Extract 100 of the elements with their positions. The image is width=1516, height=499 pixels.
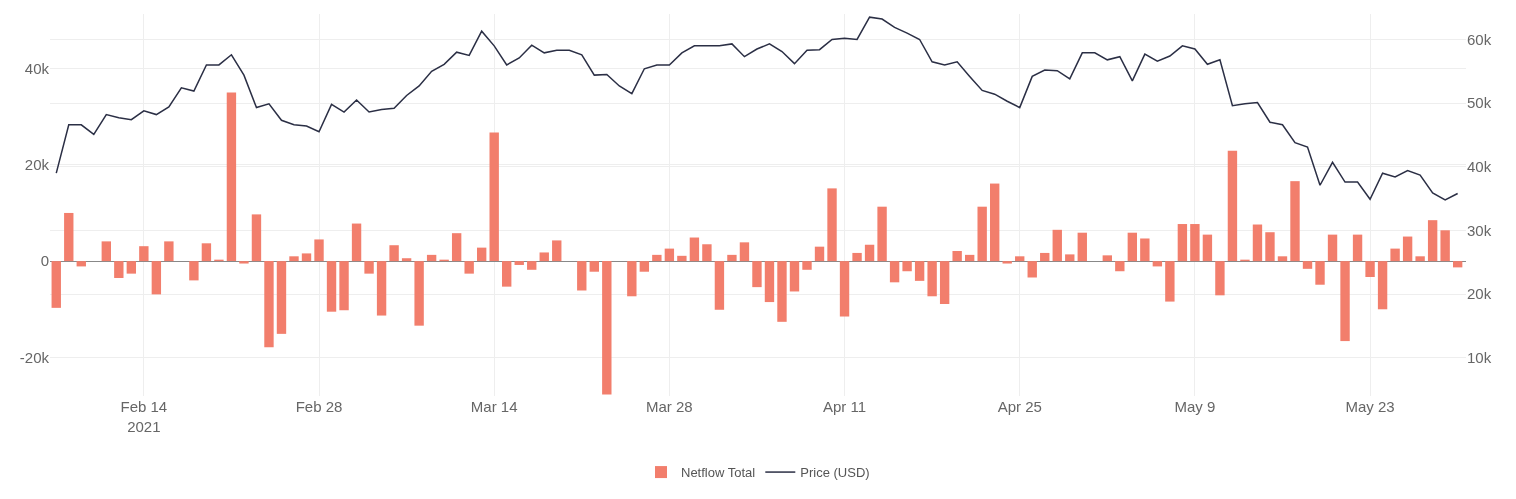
bar	[201, 243, 212, 262]
bar	[539, 252, 549, 262]
bar	[1277, 256, 1288, 262]
bar	[364, 261, 374, 274]
x-tick-label: May 23	[1345, 398, 1395, 415]
bar	[464, 261, 474, 274]
bar	[1077, 232, 1087, 262]
bar	[689, 237, 700, 262]
legend-label: Price (USD)	[800, 465, 870, 481]
bar	[1140, 238, 1150, 262]
x-tick-label: Apr 11	[822, 398, 867, 415]
bar	[1190, 224, 1200, 262]
bar	[1227, 150, 1238, 262]
line-series	[55, 16, 1459, 201]
bar	[652, 254, 662, 262]
y2-tick-label: 60k	[1467, 30, 1492, 48]
bar	[714, 261, 725, 310]
bar	[351, 223, 362, 262]
bar	[276, 261, 287, 334]
bar	[1002, 261, 1012, 264]
bar	[577, 261, 587, 291]
bar	[1415, 256, 1425, 262]
bar	[376, 261, 387, 316]
bar	[389, 245, 399, 262]
bar	[777, 261, 787, 322]
bar	[927, 261, 937, 297]
bar	[51, 261, 61, 308]
legend-label: Netflow Total	[681, 465, 756, 481]
bar	[1015, 256, 1025, 262]
y2-tick-label: 30k	[1467, 221, 1492, 239]
y-tick-label: -20k	[19, 348, 50, 366]
bar	[314, 239, 324, 262]
bar	[752, 261, 762, 288]
bar	[251, 214, 262, 262]
y-tick-label: 20k	[24, 156, 50, 174]
bar	[889, 261, 900, 283]
bar	[451, 233, 462, 262]
bar	[1265, 232, 1275, 262]
bar	[151, 261, 162, 295]
bar	[64, 212, 74, 262]
y2-tick-label: 50k	[1467, 94, 1492, 112]
bar	[1452, 261, 1463, 268]
bar	[239, 261, 249, 264]
bar	[1377, 261, 1388, 310]
bar	[1402, 236, 1413, 262]
bar	[414, 261, 424, 326]
bar	[1102, 255, 1112, 262]
bar	[426, 254, 437, 262]
bar	[139, 246, 149, 262]
bar	[401, 258, 412, 262]
bar	[864, 244, 875, 262]
bar	[552, 240, 562, 262]
x-tick-label: May 9	[1174, 398, 1216, 415]
bar	[1027, 261, 1037, 278]
bar	[952, 251, 962, 262]
bar	[664, 248, 675, 262]
bar	[1215, 261, 1225, 296]
bar	[1365, 261, 1375, 278]
bar	[1340, 261, 1350, 342]
bar	[1040, 252, 1050, 262]
bar	[114, 261, 124, 278]
bar	[1427, 220, 1438, 262]
bar	[1152, 261, 1163, 267]
bar	[101, 241, 111, 262]
bar	[126, 261, 137, 274]
x-tick-label: Apr 25	[997, 398, 1042, 415]
bar	[852, 252, 862, 262]
bar	[1165, 261, 1175, 302]
bar	[1302, 261, 1313, 269]
bar	[589, 261, 599, 272]
bar	[76, 261, 86, 267]
bar	[1052, 229, 1062, 262]
bar	[702, 244, 712, 262]
bar	[1127, 232, 1138, 262]
bar	[502, 261, 512, 287]
bar	[789, 261, 800, 292]
bar	[514, 261, 524, 265]
bar	[627, 261, 637, 297]
bar	[1252, 224, 1263, 262]
y2-tick-label: 10k	[1467, 349, 1492, 367]
x-tick-label: Feb 28	[295, 398, 343, 415]
bar	[739, 242, 750, 262]
bar	[339, 261, 349, 311]
bar	[301, 253, 312, 262]
bar	[489, 132, 499, 262]
bar	[939, 261, 950, 304]
bar	[1290, 181, 1300, 262]
bar	[877, 206, 887, 262]
bar	[1440, 230, 1450, 262]
y2-tick-label: 20k	[1467, 285, 1492, 303]
bar	[727, 254, 737, 262]
bar	[914, 261, 925, 281]
bar	[1115, 261, 1125, 272]
x-tick-label: Mar 14	[470, 398, 518, 415]
bar	[1327, 234, 1338, 262]
bar	[827, 188, 837, 262]
bar	[677, 255, 687, 262]
bar	[264, 261, 274, 348]
x-tick-label: Mar 28	[646, 398, 693, 415]
bar	[802, 261, 812, 270]
